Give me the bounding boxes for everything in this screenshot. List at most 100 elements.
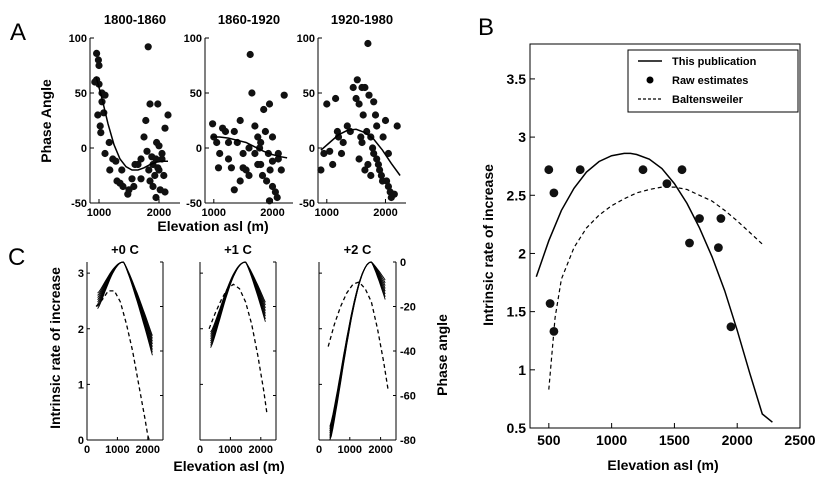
panel-c-xtick-label: 2000 [368,444,392,456]
panel-a-point [323,100,331,108]
panel-c-rate-curve [97,261,153,342]
panel-b-ytick-label: 2 [518,245,526,261]
panel-a-trend-line [320,128,401,176]
panel-a-point [214,164,223,172]
panel-b-raw-estimate-point [549,188,559,198]
panel-c-ylabel-right: Phase angle [434,314,450,396]
panel-a-point [353,76,361,84]
panel-a-point [393,122,401,130]
panel-c-right-tick-label: -60 [400,391,416,403]
panel-a-trend-line [95,76,168,171]
panel-c-rate-curve [97,261,153,356]
panel-b-raw-estimate-point [638,165,648,175]
panel-b-ytick-label: 1.5 [507,304,527,320]
panel-b-series-baltensweiler [548,186,763,390]
panel-b-ytick-label: 0.5 [507,420,527,436]
panel-a-xtick-label: 2000 [260,207,284,219]
panel-a-subplot-3: -50 0 50 100 1000 2000 1920-1980 [297,12,406,219]
panel-b-raw-estimate-point [685,238,694,248]
panel-a-point [156,186,164,194]
panel-a-point [161,124,169,132]
panel-a-point [355,155,363,163]
panel-a-point [268,182,277,191]
panel-a-point [277,166,285,174]
panel-a-point [260,105,268,114]
panel-c-phase-curve [208,283,268,414]
panel-a-ytick-label: 100 [184,33,202,45]
panel-b-raw-estimate-point [545,299,555,308]
panel-a-point [230,186,238,194]
panel-a-point [124,190,132,198]
panel-a-point [364,39,372,48]
panel-a-point [112,157,120,165]
panel-a-point [227,164,235,172]
panel-a-point [93,49,101,58]
panel-c-phase-curve [95,290,150,441]
panel-a-ytick-label: 100 [69,33,87,45]
panel-a-point [146,177,154,185]
panel-a-xtick-label: 2000 [373,207,397,219]
panel-a-point [236,177,244,185]
panel-b-legend: This publication Raw estimates Baltenswe… [627,49,799,113]
panel-a-point [334,133,343,141]
panel-c-right-tick-label: -80 [400,435,416,447]
panel-a-ytick-label: 100 [297,33,315,45]
panel-a: Phase Angle Elevation asl (m) -50 0 50 100 1… [38,12,406,234]
panel-b-raw-estimate-point [695,214,704,223]
panel-a-point [97,129,105,137]
panel-b-raw-estimate-point [662,179,672,189]
panel-a-point [95,61,103,70]
panel-label-a: A [10,19,26,46]
panel-a-point [358,83,366,92]
panel-a-point [358,138,366,147]
panel-a-point [265,100,274,108]
panel-a-title: 1800-1860 [104,12,166,27]
panel-c-rate-curve [210,261,266,348]
panel-a-point [155,166,163,174]
panel-a-point [101,149,109,158]
panel-a-point [145,166,153,174]
panel-a-point [94,111,102,119]
panel-b-frame [529,43,801,429]
panel-c-xtick-label: 2000 [249,444,273,456]
panel-c-left-tick-label: 0 [78,435,84,447]
panel-a-point [263,177,271,185]
panel-a-point [245,171,253,180]
panel-c-left-tick-label: 2 [78,324,84,336]
panel-a-ytick-label: 0 [196,143,202,155]
panel-a-point [376,166,384,174]
panel-a-title: 1920-1980 [331,12,393,27]
panel-a-ylabel: Phase Angle [38,79,54,163]
panel-a-point [359,111,367,119]
panel-b-xtick-label: 1000 [596,432,627,448]
panel-a-subplot-1: -50 0 50 100 1000 2000 1800-1860 [69,12,180,219]
panel-a-point [248,89,256,97]
panel-b-ylabel: Intrinsic rate of increase [480,164,496,326]
panel-a-point [239,164,247,172]
panel-c-rate-curve [97,261,153,353]
panel-c-right-tick-label: -20 [400,302,416,314]
panel-a-point [130,182,138,191]
panel-a-point [258,171,267,180]
panel-a-point [261,127,269,136]
panel-a-point [343,122,351,130]
panel-a-point [280,91,288,99]
panel-a-point [257,138,265,147]
panel-a-ytick-label: 50 [75,88,87,100]
panel-c-xtick-label: 2000 [136,444,160,456]
panel-c-rate-curve [97,261,153,336]
panel-a-xtick-label: 1000 [315,207,339,219]
panel-b-raw-estimate-point [716,214,726,223]
panel-a-subplot-2: -50 0 50 100 1000 2000 1860-1920 [184,12,293,219]
panel-a-point [373,155,381,163]
panel-a-point [236,116,244,125]
panel-c: Intrinsic rate of increase Phase angle E… [47,242,450,474]
panel-a-point [367,171,375,180]
panel-a-point [239,149,247,158]
panel-a-xtick-label: 2000 [147,207,171,219]
panel-b-raw-estimate-point [575,165,585,175]
panel-a-point [355,100,363,108]
panel-b-raw-estimate-point [714,243,723,253]
panel-c-rate-curve [210,261,266,333]
